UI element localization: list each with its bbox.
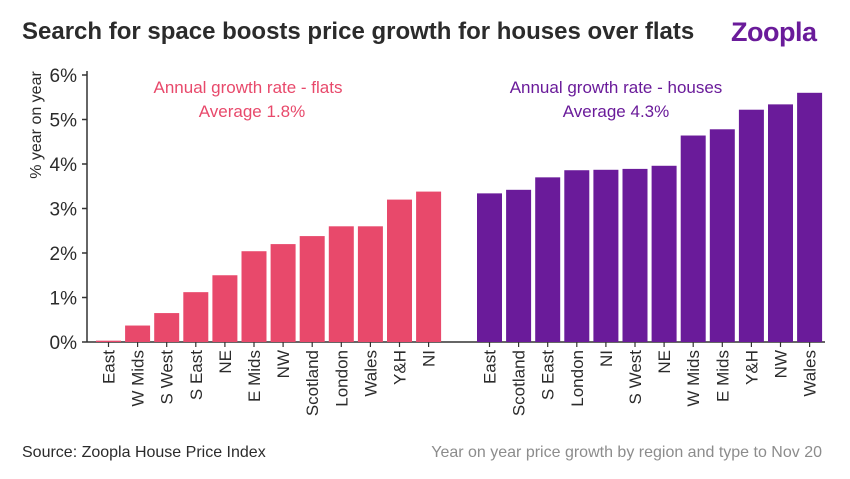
bar-flats <box>96 340 121 342</box>
bar-flats <box>416 191 442 342</box>
bar-flats <box>299 236 325 342</box>
x-tick-label: W Mids <box>684 350 703 407</box>
x-tick-label: NI <box>420 350 439 367</box>
bar-houses <box>477 193 502 342</box>
y-tick-label: 5% <box>50 111 78 132</box>
x-tick-label: S West <box>158 350 177 405</box>
x-tick-label: S East <box>187 350 206 400</box>
x-tick-label: S East <box>539 350 558 400</box>
x-tick-label: London <box>332 350 351 407</box>
x-tick-label: Y&H <box>391 350 410 385</box>
chart-title: Search for space boosts price growth for… <box>22 18 695 45</box>
series-average: Average 1.8% <box>199 102 305 121</box>
x-tick-label: East <box>100 350 119 384</box>
x-tick-label: NW <box>274 350 293 378</box>
x-tick-label: Wales <box>801 350 820 397</box>
y-tick-label: 1% <box>50 289 78 310</box>
bar-houses <box>709 129 735 342</box>
x-tick-label: Y&H <box>742 350 761 385</box>
bar-flats <box>270 244 296 342</box>
bar-flats <box>241 251 267 342</box>
series-label: Annual growth rate - houses <box>510 78 723 97</box>
x-tick-label: NE <box>655 350 674 374</box>
bar-flats <box>183 292 209 342</box>
bar-flats <box>387 199 412 342</box>
bar-houses <box>535 177 561 342</box>
bar-flats <box>328 226 354 342</box>
source-note: Source: Zoopla House Price Index <box>22 444 266 461</box>
x-tick-label: Scotland <box>510 350 529 416</box>
bar-flats <box>357 226 383 342</box>
bar-houses <box>651 165 677 342</box>
bar-flats <box>125 325 151 342</box>
x-tick-label: S West <box>626 350 645 405</box>
y-tick-label: 3% <box>50 200 78 221</box>
x-tick-label: E Mids <box>713 350 732 402</box>
x-tick-label: London <box>568 350 587 407</box>
chart-subtitle: Year on year price growth by region and … <box>431 444 822 461</box>
bar-flats <box>154 313 180 342</box>
zoopla-logo: Zoopla <box>731 17 817 47</box>
y-axis-title: % year on year <box>28 71 45 179</box>
x-tick-label: W Mids <box>129 350 148 407</box>
bar-houses <box>506 189 532 342</box>
x-tick-label: NW <box>772 350 791 378</box>
bar-houses <box>680 135 706 342</box>
bar-houses <box>768 104 793 343</box>
bar-houses <box>564 170 590 342</box>
bar-houses <box>797 92 823 342</box>
series-label: Annual growth rate - flats <box>154 78 343 97</box>
y-tick-label: 0% <box>50 333 78 354</box>
x-tick-label: Wales <box>361 350 380 397</box>
x-tick-label: NE <box>216 350 235 374</box>
y-tick-label: 2% <box>50 244 78 265</box>
series-average: Average 4.3% <box>563 102 669 121</box>
bar-houses <box>593 169 619 342</box>
y-tick-label: 4% <box>50 155 78 176</box>
bar-flats <box>212 275 238 342</box>
x-tick-label: Scotland <box>303 350 322 416</box>
y-tick-label: 6% <box>50 66 78 87</box>
bar-houses <box>622 168 648 342</box>
x-tick-label: NI <box>597 350 616 367</box>
x-tick-label: E Mids <box>245 350 264 402</box>
x-tick-label: East <box>481 350 500 384</box>
bar-houses <box>738 109 764 343</box>
